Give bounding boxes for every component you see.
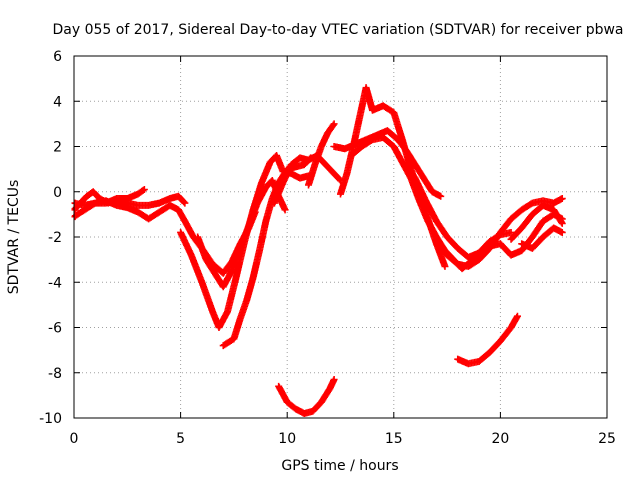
- data-point: [180, 198, 188, 206]
- data-point: [437, 192, 445, 200]
- data-point: [140, 185, 148, 193]
- y-axis-label: SDTVAR / TECUs: [6, 180, 22, 295]
- series-arc-14: [432, 195, 566, 270]
- series-arc-7: [270, 152, 344, 207]
- chart-title: Day 055 of 2017, Sidereal Day-to-day VTE…: [52, 22, 623, 38]
- data-point: [558, 219, 566, 227]
- x-tick-label: 20: [491, 431, 509, 447]
- series-arc-5: [194, 176, 289, 291]
- x-tick-label: 5: [176, 431, 185, 447]
- series-arc-11: [330, 127, 445, 200]
- data-point: [507, 228, 515, 236]
- series-arc-8: [305, 120, 338, 189]
- x-tick-label: 25: [598, 431, 616, 447]
- data-point: [558, 195, 566, 203]
- x-tick-label: 0: [70, 431, 79, 447]
- x-tick-labels: 0 5 10 15 20 25: [70, 431, 616, 447]
- data-point: [513, 312, 521, 320]
- series-arc-3: [71, 188, 189, 214]
- data-point: [558, 228, 566, 236]
- y-tick-labels: -10 -8 -6 -4 -2 0 2 4 6: [39, 49, 62, 427]
- x-tick-label: 15: [385, 431, 403, 447]
- series-arc-15: [507, 201, 566, 243]
- data-points: [71, 84, 566, 417]
- data-point: [330, 120, 338, 128]
- y-tick-label: -4: [48, 275, 62, 291]
- data-point: [329, 121, 337, 129]
- data-point: [441, 262, 449, 270]
- y-tick-label: -2: [48, 230, 62, 246]
- series-arc-9: [275, 376, 338, 417]
- series-arc-1: [71, 197, 259, 277]
- data-point: [281, 206, 289, 214]
- data-point: [181, 199, 189, 207]
- y-tick-label: 4: [53, 94, 62, 110]
- y-tick-label: -10: [39, 411, 62, 427]
- data-point: [330, 376, 338, 384]
- y-tick-label: 0: [53, 185, 62, 201]
- y-tick-label: 2: [53, 140, 62, 156]
- x-axis-label: GPS time / hours: [281, 458, 398, 474]
- y-tick-label: -6: [48, 321, 62, 337]
- series-arc-16: [518, 224, 566, 252]
- axis-ticks: [73, 55, 608, 419]
- x-tick-label: 10: [278, 431, 296, 447]
- data-point: [139, 186, 147, 194]
- series-arc-17: [454, 312, 521, 368]
- y-tick-label: 6: [53, 49, 62, 65]
- y-tick-label: -8: [48, 366, 62, 382]
